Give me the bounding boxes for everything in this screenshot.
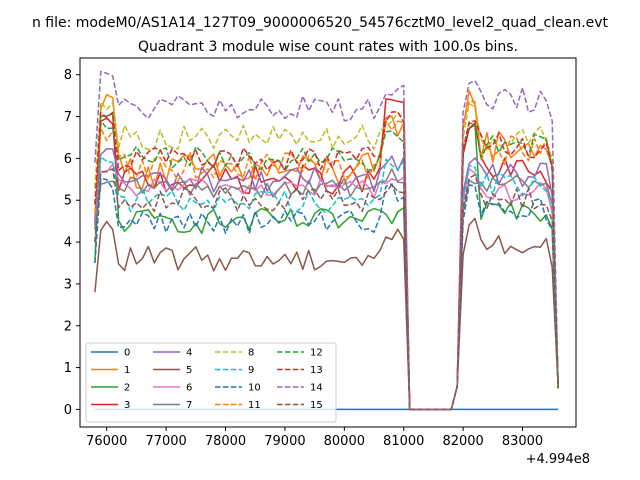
legend-label-12: 12	[310, 348, 323, 359]
legend-label-10: 10	[248, 383, 261, 394]
series-line-6	[94, 163, 559, 411]
series-line-5	[94, 217, 559, 411]
series-line-14	[94, 70, 559, 411]
series-line-10	[94, 177, 559, 411]
legend-label-1: 1	[124, 365, 130, 376]
legend-label-9: 9	[248, 365, 254, 376]
x-tick-label: 80000	[324, 434, 365, 449]
series-line-11	[94, 100, 559, 411]
y-tick-label: 3	[64, 277, 72, 292]
series-line-8	[94, 101, 559, 411]
legend-label-11: 11	[248, 400, 261, 411]
legend-label-6: 6	[186, 383, 192, 394]
figure-suptitle: n file: modeM0/AS1A14_127T09_9000006520_…	[32, 15, 609, 31]
y-tick-label: 8	[64, 68, 72, 83]
legend-label-3: 3	[124, 400, 130, 411]
y-tick-label: 7	[64, 110, 72, 125]
series-line-15	[94, 168, 559, 411]
x-tick-label: 77000	[145, 434, 186, 449]
y-tick-label: 4	[64, 236, 72, 251]
y-tick-label: 6	[64, 152, 72, 167]
x-tick-label: 78000	[205, 434, 246, 449]
x-tick-label: 82000	[442, 434, 483, 449]
legend-label-0: 0	[124, 348, 130, 359]
legend-label-14: 14	[310, 383, 323, 394]
legend-label-7: 7	[186, 400, 192, 411]
legend-label-4: 4	[186, 348, 192, 359]
series-line-13	[94, 111, 559, 411]
y-tick-label: 1	[64, 361, 72, 376]
series-line-12	[94, 119, 559, 411]
y-tick-label: 0	[64, 403, 72, 418]
legend-label-15: 15	[310, 400, 323, 411]
x-tick-label: 81000	[383, 434, 424, 449]
legend-label-8: 8	[248, 348, 254, 359]
y-tick-label: 5	[64, 194, 72, 209]
x-tick-label: 79000	[264, 434, 305, 449]
x-tick-label: 83000	[502, 434, 543, 449]
axes: 76000 77000 78000 79000 80000 81000 82000 83000…	[64, 57, 577, 449]
y-tick-label: 2	[64, 319, 72, 334]
x-offset-label: +4.994e8	[526, 452, 590, 467]
series-line-7	[94, 168, 559, 411]
legend-label-5: 5	[186, 365, 192, 376]
chart-title: Quadrant 3 module wise count rates with …	[138, 39, 518, 55]
plot-area	[94, 70, 559, 411]
x-tick-label: 76000	[86, 434, 127, 449]
legend-box	[85, 342, 337, 423]
legend-label-13: 13	[310, 365, 323, 376]
legend-label-2: 2	[124, 383, 130, 394]
